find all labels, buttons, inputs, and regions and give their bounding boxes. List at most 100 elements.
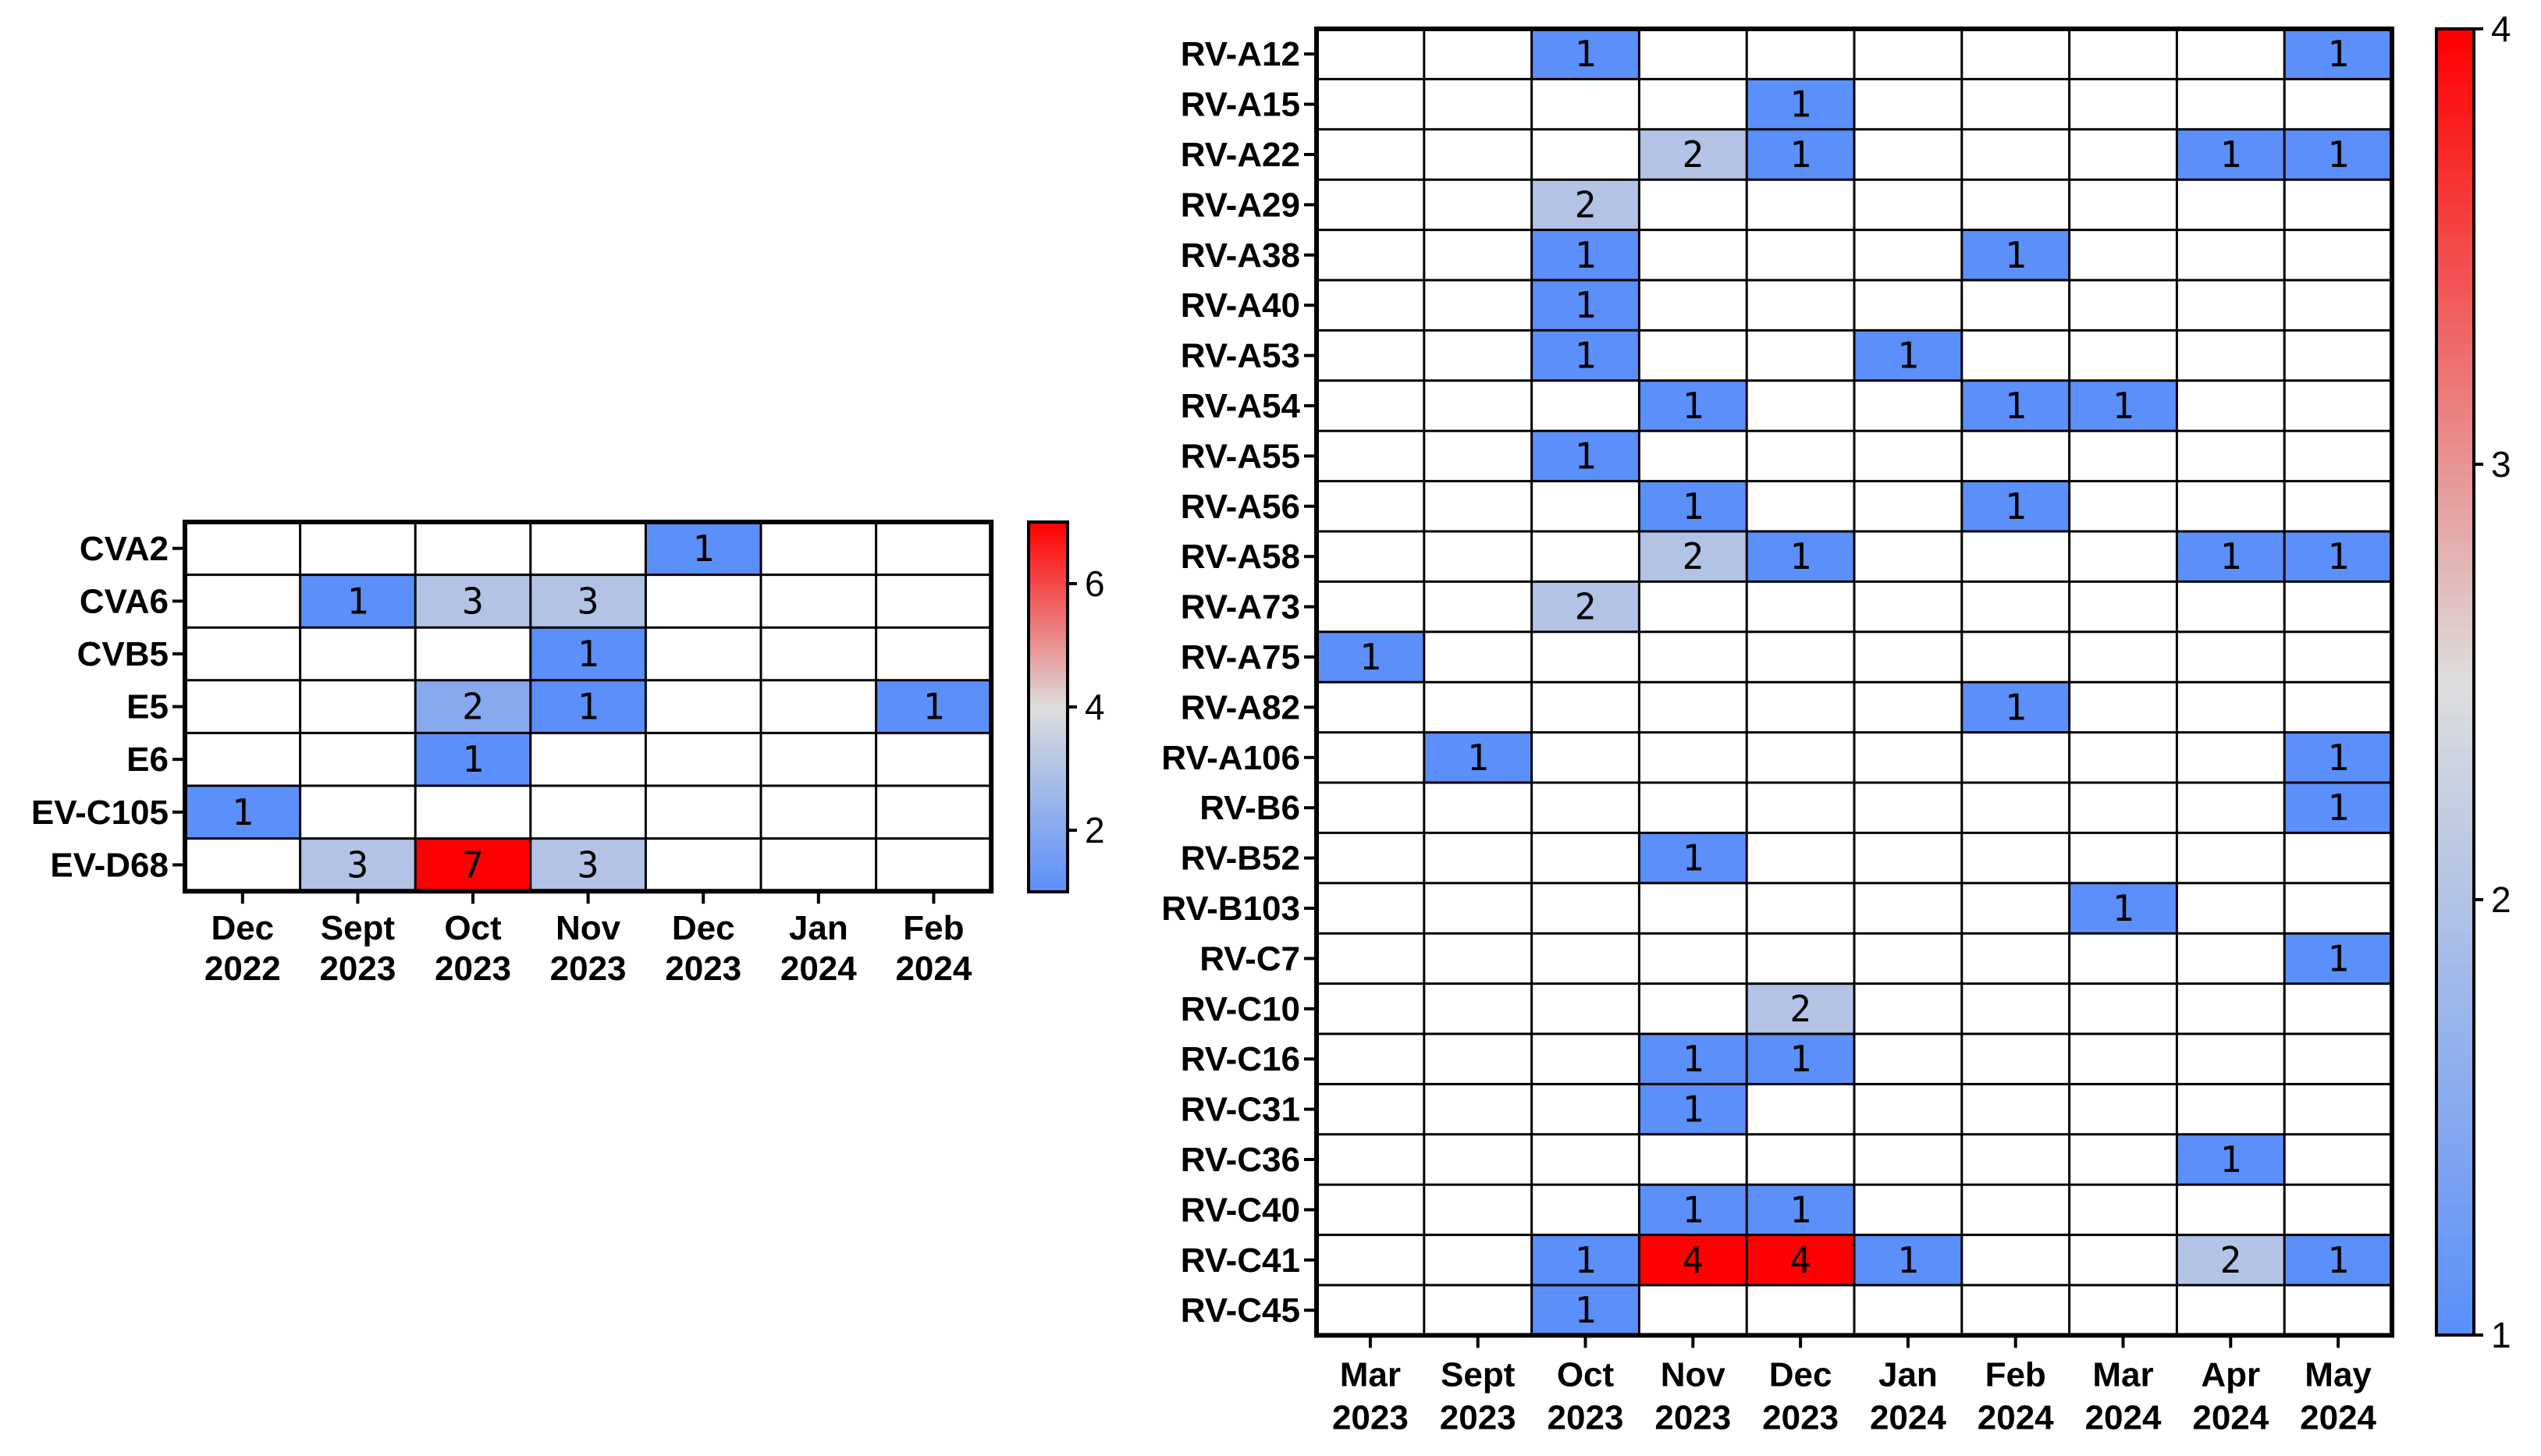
heatmap-cell [1747,783,1854,833]
heatmap-cell [415,733,531,786]
heatmap-cell [1639,933,1747,984]
row-label: RV-A56 [1181,488,1300,526]
cell-value-label: 1 [347,580,369,622]
heatmap-cell [1747,631,1854,683]
color-scale-segment [1029,836,1068,840]
color-scale-segment [2436,627,2474,640]
heatmap-cell [1423,1034,1532,1085]
heatmap-cell [761,838,876,892]
color-scale-segment [2436,268,2474,280]
color-scale-segment [1029,698,1068,702]
column-month-label: Mar [1340,1355,1401,1394]
color-scale-segment [2436,464,2474,476]
color-scale-segment [2436,790,2474,803]
heatmap-cell [1639,481,1747,531]
row-label: CVA2 [80,530,169,568]
color-scale-segment [2436,692,2474,705]
column-year-label: 2024 [1870,1398,1946,1436]
cell-value-label: 1 [2113,385,2134,427]
color-scale-segment [1029,802,1068,807]
color-scale-segment [2436,126,2474,139]
color-scale-segment [1029,777,1068,782]
heatmap-cell [1854,330,1962,381]
cell-value-label: 1 [692,527,714,570]
heatmap-cell [1854,280,1962,331]
heatmap-cell [1317,783,1424,833]
cell-value-label: 1 [2327,535,2349,577]
color-scale-segment [1029,858,1068,862]
cell-value-label: 1 [1682,485,1704,527]
color-scale-segment [1029,870,1068,875]
heatmap-cell [2177,179,2285,230]
color-scale-segment [2436,496,2474,509]
heatmap-cell [2284,129,2392,180]
color-scale-segment [2436,50,2474,62]
heatmap-cell [2069,1234,2177,1285]
heatmap-cell [2177,280,2285,331]
color-scale-segment [1029,552,1068,557]
heatmap-cell [185,522,300,575]
heatmap-cell [761,786,876,839]
color-scale-segment [2436,485,2474,498]
color-scale-segment [2436,540,2474,552]
heatmap-cell [1854,581,1962,632]
color-scale-segment [2436,289,2474,302]
heatmap-cell [300,786,416,839]
color-scale-segment [2436,638,2474,651]
heatmap-cell [876,786,992,839]
column-month-label: Oct [444,909,502,947]
row-label: RV-A40 [1181,286,1300,325]
heatmap-cell [2069,531,2177,582]
row-label: RV-A12 [1181,35,1300,73]
color-scale-segment [1029,712,1068,717]
color-scale-segment [1029,645,1068,649]
heatmap-cell [1961,983,2070,1034]
color-scale-segment [2436,758,2474,770]
color-scale-segment [2436,442,2474,455]
cell-value-label: 1 [923,686,945,728]
color-scale-segment [1029,584,1068,588]
cell-value-label: 1 [1682,1088,1704,1131]
heatmap-cell [1639,129,1747,180]
heatmap-cell [1854,732,1962,783]
heatmap-cell [300,733,416,786]
heatmap-cell [1639,229,1747,280]
cell-value-label: 1 [1789,1038,1811,1080]
heatmap-cell [2177,1285,2285,1336]
row-label: RV-A82 [1181,688,1300,726]
heatmap-cell [1317,431,1424,481]
heatmap-cell [1747,1285,1854,1336]
row-label: RV-C7 [1199,939,1300,978]
heatmap-cell [1423,179,1532,230]
column-year-label: 2024 [780,950,857,988]
heatmap-cell [876,680,992,733]
color-scale-segment [1029,821,1068,826]
cell-value-label: 1 [2005,385,2027,427]
heatmap-cell [1317,1184,1424,1235]
heatmap-cell [1854,1285,1962,1336]
heatmap-cell [2069,481,2177,531]
color-scale-segment [1029,623,1068,628]
heatmap-cell [1854,79,1962,130]
color-scale-segment [2436,812,2474,825]
color-scale-segment [1029,577,1068,582]
heatmap-cell [1854,481,1962,531]
color-scale-segment [2436,1030,2474,1042]
color-scale-segment [2436,518,2474,531]
heatmap-cell [2284,1084,2392,1135]
heatmap-cell [185,574,300,628]
column-month-label: Mar [2092,1355,2153,1394]
heatmap-cell [2284,29,2392,80]
cell-value-label: 1 [1575,234,1597,276]
heatmap-cell [300,680,416,733]
row-label: RV-A54 [1181,387,1301,425]
color-scale-segment [1029,731,1068,736]
heatmap-cell [1961,431,2070,481]
color-scale-segment [2436,551,2474,563]
heatmap-cell [2069,129,2177,180]
heatmap-cell [1531,1034,1640,1085]
heatmap-cell [1961,531,2070,582]
color-scale-segment [2436,507,2474,520]
cell-value-label: 1 [2327,1239,2349,1281]
heatmap-cell [1854,1184,1962,1235]
